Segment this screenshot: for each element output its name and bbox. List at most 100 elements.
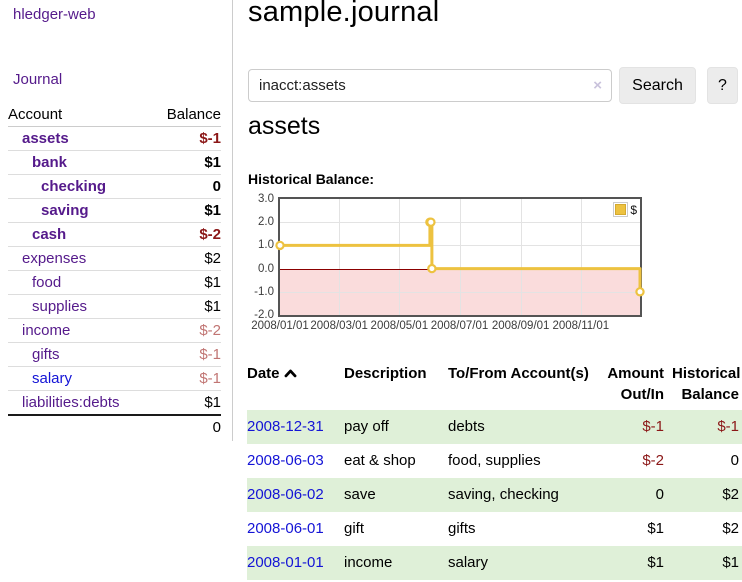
transaction-description: eat & shop <box>344 452 416 469</box>
vertical-gridline <box>520 199 522 315</box>
account-link[interactable]: cash <box>8 222 152 247</box>
search-bar: × Search ? <box>248 66 742 104</box>
transaction-amount: 0 <box>655 486 664 503</box>
x-tick-label: 2008/07/01 <box>430 320 489 332</box>
search-button[interactable]: Search <box>619 67 696 104</box>
account-link[interactable]: supplies <box>8 294 152 319</box>
x-tick-label: 2008/11/01 <box>552 320 610 332</box>
account-balance: $1 <box>151 294 221 319</box>
account-row: expenses $2 <box>8 246 221 271</box>
account-row: supplies $1 <box>8 294 221 319</box>
y-tick-label: -1.0 <box>254 285 274 298</box>
account-link[interactable]: saving <box>8 198 152 223</box>
account-row: checking 0 <box>8 174 221 199</box>
account-row: cash $-2 <box>8 222 221 247</box>
account-balance: $-1 <box>151 366 221 391</box>
account-row: liabilities:debts $1 <box>8 390 221 416</box>
horizontal-gridline <box>280 222 640 224</box>
clear-search-icon[interactable]: × <box>593 77 602 94</box>
account-link[interactable]: income <box>8 318 152 343</box>
transaction-accounts: debts <box>448 418 485 435</box>
register-header-accounts: To/From Account(s) <box>448 365 589 382</box>
chart-y-axis: 3.0 2.0 1.0 0.0 -1.0 -2.0 <box>248 193 274 321</box>
balance-line-series <box>275 217 645 297</box>
register-header-amount: Amount Out/In <box>607 365 664 403</box>
transaction-date-link[interactable]: 2008-06-02 <box>247 486 324 503</box>
search-input[interactable] <box>259 70 589 101</box>
chart-plot-area: $ <box>275 197 645 317</box>
page-title: sample.journal <box>248 0 440 28</box>
transaction-accounts: food, supplies <box>448 452 541 469</box>
y-tick-label: 0.0 <box>258 262 274 275</box>
register-header-balance: Historical Balance <box>672 365 741 403</box>
transaction-date-link[interactable]: 2008-12-31 <box>247 418 324 435</box>
chart-legend-label: $ <box>630 202 637 217</box>
transaction-balance: $2 <box>722 520 739 537</box>
account-balance: $-1 <box>151 126 221 151</box>
accounts-total-balance: 0 <box>151 414 221 439</box>
transaction-balance: $-1 <box>717 418 739 435</box>
register-row: 2008-01-01 income salary $1 $1 <box>247 546 742 580</box>
transaction-amount: $1 <box>647 554 664 571</box>
transaction-amount: $1 <box>647 520 664 537</box>
account-link[interactable]: assets <box>8 126 152 151</box>
y-tick-label: 1.0 <box>258 239 274 252</box>
register-row: 2008-06-02 save saving, checking 0 $2 <box>247 478 742 512</box>
transaction-balance: $2 <box>722 486 739 503</box>
account-balance: $1 <box>151 198 221 223</box>
register-table: Date Description To/From Account(s) Amou… <box>247 358 742 580</box>
account-row: bank $1 <box>8 150 221 175</box>
account-row: gifts $-1 <box>8 342 221 367</box>
account-row: salary $-1 <box>8 366 221 391</box>
account-link[interactable]: bank <box>8 150 152 175</box>
x-tick-label: 2008/05/01 <box>370 320 429 332</box>
register-row: 2008-06-01 gift gifts $1 $2 <box>247 512 742 546</box>
x-tick-label: 2008/01/01 <box>251 320 309 332</box>
horizontal-gridline <box>280 291 640 293</box>
y-tick-label: -2.0 <box>254 309 274 321</box>
register-header-description: Description <box>344 365 427 382</box>
sort-ascending-icon <box>284 364 297 385</box>
account-balance: $1 <box>151 150 221 175</box>
transaction-amount: $-1 <box>642 418 664 435</box>
chart-x-axis: 2008/01/01 2008/03/01 2008/05/01 2008/07/01… <box>251 320 640 336</box>
x-tick-label: 2008/03/01 <box>310 320 368 332</box>
transaction-date-link[interactable]: 2008-01-01 <box>247 554 324 571</box>
account-link[interactable]: salary <box>8 366 152 391</box>
app-brand-link[interactable]: hledger-web <box>13 6 96 23</box>
account-link[interactable]: food <box>8 270 152 295</box>
transaction-date-link[interactable]: 2008-06-03 <box>247 452 324 469</box>
account-row: income $-2 <box>8 318 221 343</box>
accounts-table: Account Balance assets $-1 bank $1 checking 0… <box>8 103 221 439</box>
sidebar: hledger-web Journal Account Balance asse… <box>0 0 233 441</box>
search-help-button[interactable]: ? <box>707 67 738 104</box>
search-box: × <box>248 69 612 102</box>
historical-balance-chart: 3.0 2.0 1.0 0.0 -1.0 -2.0 $ 2008/01/01 2008/03… <box>248 193 742 343</box>
account-link[interactable]: expenses <box>8 246 152 271</box>
accounts-total-row: 0 <box>8 414 221 439</box>
sidebar-item-journal[interactable]: Journal <box>13 71 63 88</box>
transaction-accounts: salary <box>448 554 489 571</box>
account-row: assets $-1 <box>8 126 221 151</box>
vertical-gridline <box>339 199 341 315</box>
y-tick-label: 2.0 <box>258 216 274 229</box>
vertical-gridline <box>459 199 461 315</box>
register-table-body: 2008-12-31 pay off debts $-1 $-1 2008-06-03 ea… <box>247 410 742 580</box>
accounts-header-balance: Balance <box>151 103 221 127</box>
vertical-gridline <box>399 199 401 315</box>
register-row: 2008-12-31 pay off debts $-1 $-1 <box>247 410 742 444</box>
account-link[interactable]: gifts <box>8 342 152 367</box>
transaction-description: save <box>344 486 376 503</box>
account-link[interactable]: liabilities:debts <box>8 390 152 416</box>
transaction-date-link[interactable]: 2008-06-01 <box>247 520 324 537</box>
account-link[interactable]: checking <box>8 174 152 199</box>
account-balance: $-2 <box>151 318 221 343</box>
chart-title: Historical Balance: <box>248 171 375 187</box>
transaction-balance: $1 <box>722 554 739 571</box>
register-header-date[interactable]: Date <box>247 358 344 410</box>
transaction-accounts: saving, checking <box>448 486 559 503</box>
account-balance: 0 <box>151 174 221 199</box>
account-balance: $1 <box>151 390 221 416</box>
y-tick-label: 3.0 <box>258 193 274 205</box>
transaction-description: income <box>344 554 393 571</box>
